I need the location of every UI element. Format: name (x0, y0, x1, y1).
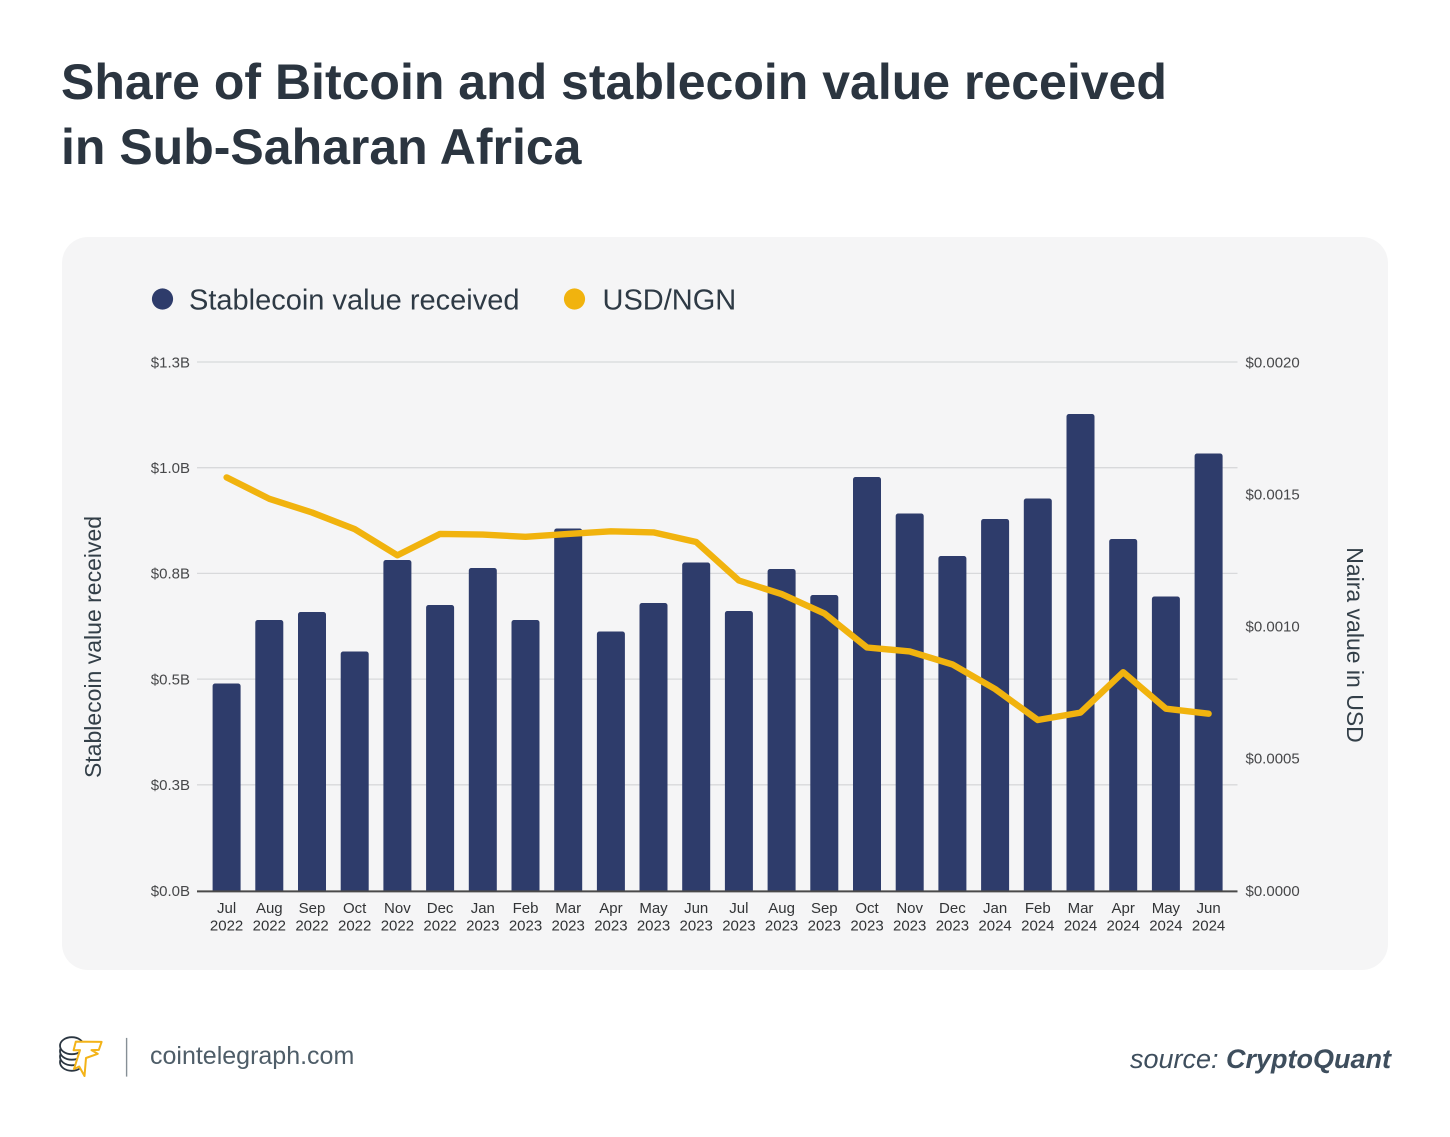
svg-text:$1.3B: $1.3B (151, 354, 190, 371)
svg-text:$0.0015: $0.0015 (1246, 486, 1300, 503)
svg-text:$0.8B: $0.8B (151, 566, 190, 583)
svg-text:cointelegraph.com: cointelegraph.com (150, 1042, 354, 1070)
svg-text:$0.0010: $0.0010 (1246, 619, 1300, 636)
svg-text:$0.3B: $0.3B (151, 777, 190, 794)
svg-text:$0.0005: $0.0005 (1246, 751, 1300, 768)
svg-text:$0.5B: $0.5B (151, 671, 190, 688)
svg-text:source: CryptoQuant: source: CryptoQuant (1130, 1044, 1392, 1074)
svg-text:$1.0B: $1.0B (151, 460, 190, 477)
svg-text:USD/NGN: USD/NGN (603, 285, 737, 317)
svg-text:Naira value in USD: Naira value in USD (1342, 547, 1368, 743)
svg-text:$0.0000: $0.0000 (1246, 883, 1300, 900)
svg-text:Stablecoin value received: Stablecoin value received (80, 516, 106, 778)
svg-text:$0.0B: $0.0B (151, 883, 190, 900)
svg-text:Stablecoin value received: Stablecoin value received (189, 285, 519, 317)
svg-text:$0.0020: $0.0020 (1246, 354, 1300, 371)
